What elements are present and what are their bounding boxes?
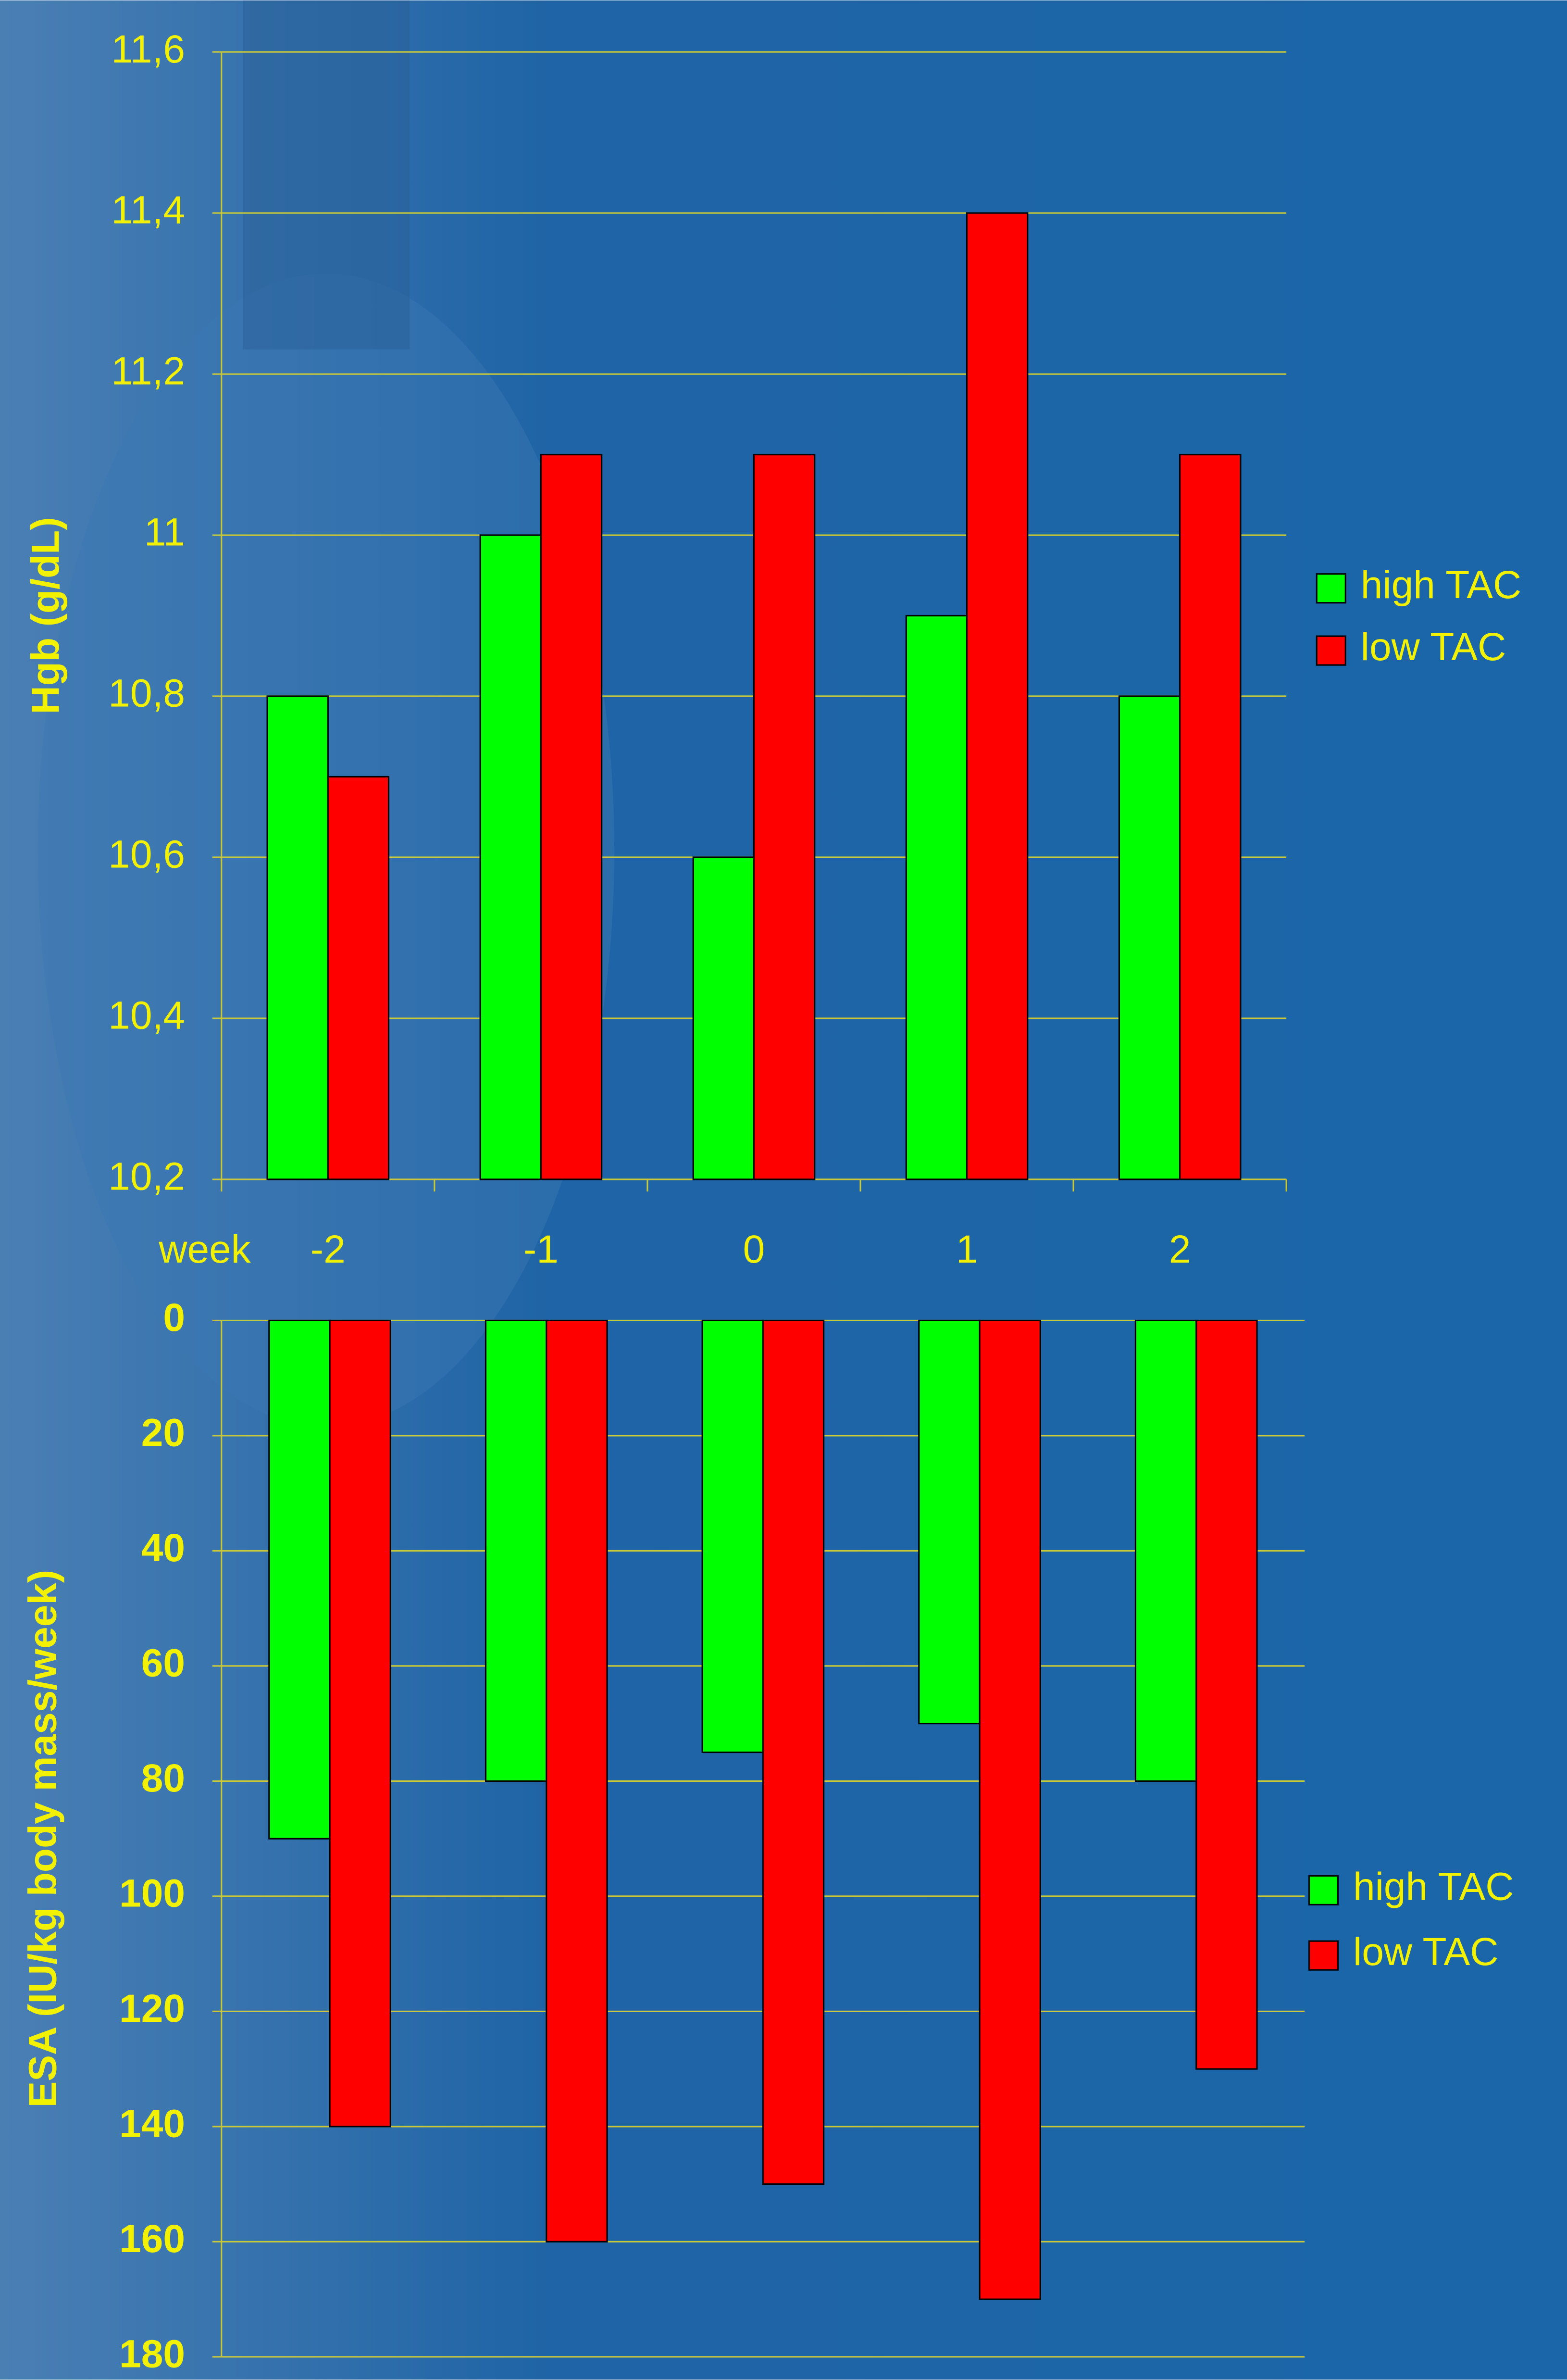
bar — [1119, 696, 1180, 1179]
y-tick-label: 60 — [141, 1641, 185, 1685]
bar — [1180, 455, 1241, 1179]
bar — [480, 535, 541, 1179]
bar — [693, 857, 754, 1179]
bar — [763, 1320, 823, 2184]
bar — [919, 1320, 980, 1723]
x-tick-label: -1 — [523, 1228, 559, 1271]
legend-swatch — [1309, 1941, 1338, 1970]
bar — [906, 616, 967, 1179]
y-tick-label: 10,2 — [108, 1155, 185, 1199]
x-tick-label: 0 — [743, 1228, 765, 1271]
y-tick-label: 20 — [141, 1411, 185, 1455]
bar — [547, 1320, 607, 2242]
bar — [1135, 1320, 1196, 1781]
y-tick-label: 40 — [141, 1526, 185, 1570]
y-tick-label: 10,4 — [108, 994, 185, 1038]
y-tick-label: 11 — [144, 511, 185, 554]
y-tick-label: 120 — [119, 1987, 185, 2030]
x-tick-label: 2 — [1169, 1228, 1191, 1271]
bar — [541, 455, 601, 1179]
y-tick-label: 80 — [141, 1756, 185, 1800]
y-tick-label: 100 — [119, 1872, 185, 1916]
y-tick-label: 0 — [163, 1296, 185, 1340]
y-tick-label: 180 — [119, 2332, 185, 2376]
bar — [754, 455, 814, 1179]
x-axis-label: week — [158, 1228, 251, 1271]
page: 10,2 10,4 10,6 10,8 11 11,2 11,4 11,6 -2 -1 0 1 2 wee… — [0, 0, 1567, 2380]
legend-swatch — [1317, 636, 1345, 665]
y-tick-label: 10,8 — [108, 672, 185, 715]
y-tick-label: 11,6 — [111, 27, 185, 71]
chart: 10,2 10,4 10,6 10,8 11 11,2 11,4 11,6 -2 -1 0 1 2 wee… — [0, 0, 1567, 2380]
y-tick-label: 160 — [119, 2217, 185, 2261]
y-axis-label: ESA (IU/kg body mass/week) — [21, 1570, 64, 2108]
bar — [328, 777, 388, 1179]
legend-label: high TAC — [1353, 1865, 1514, 1909]
bar — [269, 1320, 330, 1839]
bar — [1196, 1320, 1257, 2069]
y-tick-label: 11,4 — [111, 188, 185, 232]
y-tick-label: 140 — [119, 2102, 185, 2146]
x-tick-label: 1 — [956, 1228, 978, 1271]
bar — [980, 1320, 1040, 2299]
bar — [486, 1320, 547, 1781]
y-tick-label: 10,6 — [108, 833, 185, 877]
legend-label: high TAC — [1361, 563, 1521, 607]
bar — [267, 696, 328, 1179]
bar — [967, 213, 1028, 1179]
legend-swatch — [1309, 1876, 1338, 1904]
bar — [330, 1320, 390, 2126]
bar — [702, 1320, 763, 1752]
legend-swatch — [1317, 574, 1345, 603]
legend-label: low TAC — [1361, 625, 1506, 669]
legend-label: low TAC — [1353, 1930, 1498, 1974]
y-tick-label: 11,2 — [111, 350, 185, 393]
x-tick-label: -2 — [311, 1228, 346, 1271]
y-axis-label: Hgb (g/dL) — [24, 517, 68, 714]
